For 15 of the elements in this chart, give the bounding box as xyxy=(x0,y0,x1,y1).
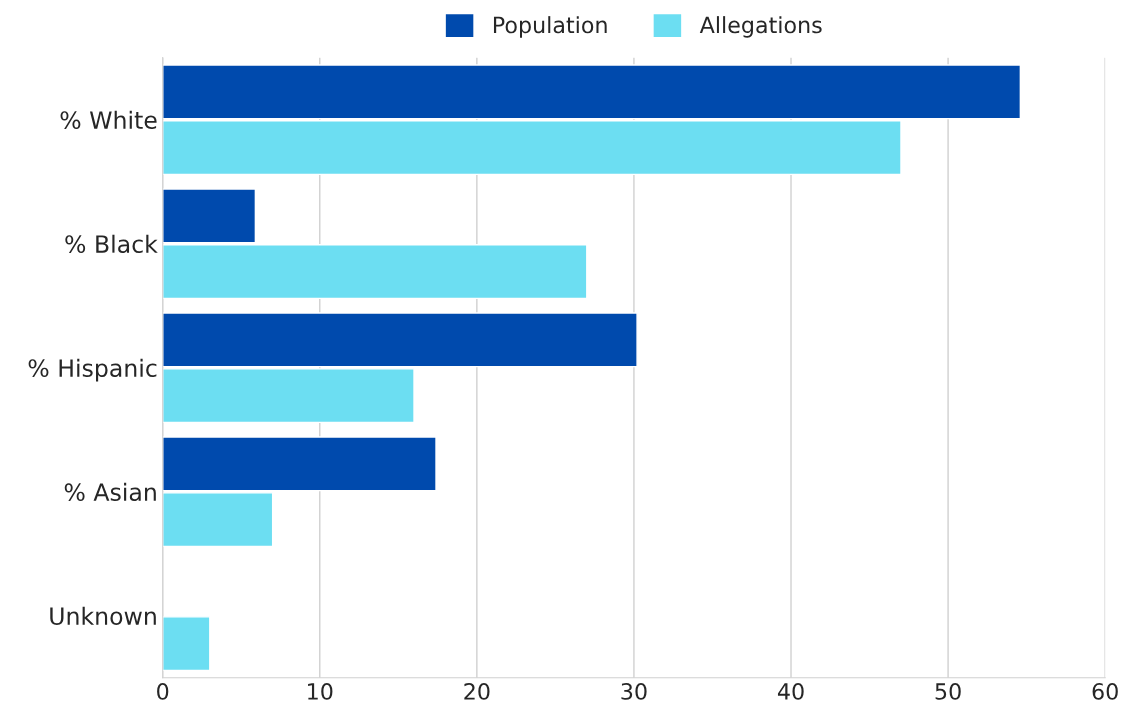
bar xyxy=(162,616,211,672)
legend-label: Population xyxy=(493,16,607,38)
x-tick-label: 50 xyxy=(935,682,961,700)
y-tick-label: % Asian xyxy=(64,482,156,502)
y-tick-label: % Black xyxy=(65,234,158,253)
x-tick-label: 40 xyxy=(777,682,804,700)
x-tick-label: 30 xyxy=(621,682,647,700)
x-tick-label: 20 xyxy=(464,682,490,700)
y-tick-label: Unknown xyxy=(50,606,156,626)
legend-label: Allegations xyxy=(699,16,822,38)
x-tick-label: 0 xyxy=(157,682,169,700)
x-tick-label: 10 xyxy=(308,682,333,700)
y-tick-label: % White xyxy=(60,110,157,129)
x-tick-label: 60 xyxy=(1092,682,1118,700)
y-tick-label: % Hispanic xyxy=(28,358,157,382)
